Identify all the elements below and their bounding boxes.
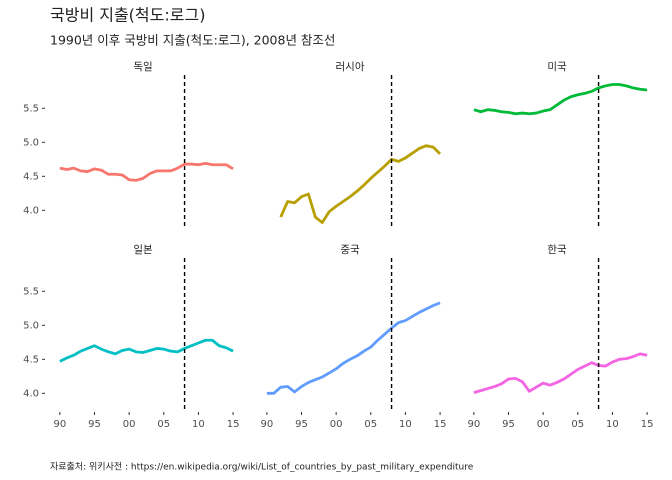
x-tick-label: 90 [260, 419, 273, 430]
x-tick-label: 90 [467, 419, 480, 430]
series-line [59, 162, 234, 182]
y-tick-label: 4.0 [23, 388, 39, 399]
x-tick-label: 15 [434, 419, 447, 430]
caption: 자료출처: 위키사전 : https://en.wikipedia.org/wi… [50, 461, 474, 473]
strip-label: 미국 [547, 61, 567, 73]
y-tick-label: 5.0 [23, 320, 39, 331]
x-tick-label: 10 [399, 419, 412, 430]
x-tick-label: 10 [606, 419, 619, 430]
x-tick-label: 05 [364, 419, 377, 430]
chart-title: 국방비 지출(척도:로그) [50, 6, 205, 25]
series-line [266, 301, 441, 395]
strip-label: 독일 [133, 60, 152, 73]
series-line [473, 352, 648, 394]
x-tick-label: 90 [53, 419, 66, 430]
y-tick-label: 5.0 [23, 137, 39, 148]
strip-label: 중국 [340, 244, 360, 256]
series-line [279, 144, 442, 224]
y-tick-label: 4.5 [23, 354, 39, 365]
x-tick-label: 10 [192, 419, 205, 430]
x-tick-label: 00 [537, 419, 550, 430]
x-tick-label: 05 [157, 419, 170, 430]
x-tick-label: 05 [571, 419, 584, 430]
x-tick-label: 95 [502, 419, 515, 430]
y-tick-label: 5.5 [23, 103, 39, 114]
x-tick-label: 15 [641, 419, 654, 430]
y-tick-label: 4.5 [23, 171, 39, 182]
series-line [473, 83, 648, 116]
strip-label: 러시아 [336, 61, 365, 73]
x-tick-label: 00 [123, 419, 136, 430]
x-tick-label: 00 [330, 419, 343, 430]
chart-subtitle: 1990년 이후 국방비 지출(척도:로그), 2008년 참조선 [50, 33, 335, 48]
series-line [59, 338, 234, 363]
y-tick-label: 5.5 [23, 286, 39, 297]
y-tick-label: 4.0 [23, 205, 39, 216]
strip-label: 한국 [547, 244, 567, 256]
x-tick-label: 95 [295, 419, 308, 430]
strip-label: 일본 [133, 243, 153, 256]
x-tick-label: 15 [227, 419, 240, 430]
x-tick-label: 95 [88, 419, 101, 430]
